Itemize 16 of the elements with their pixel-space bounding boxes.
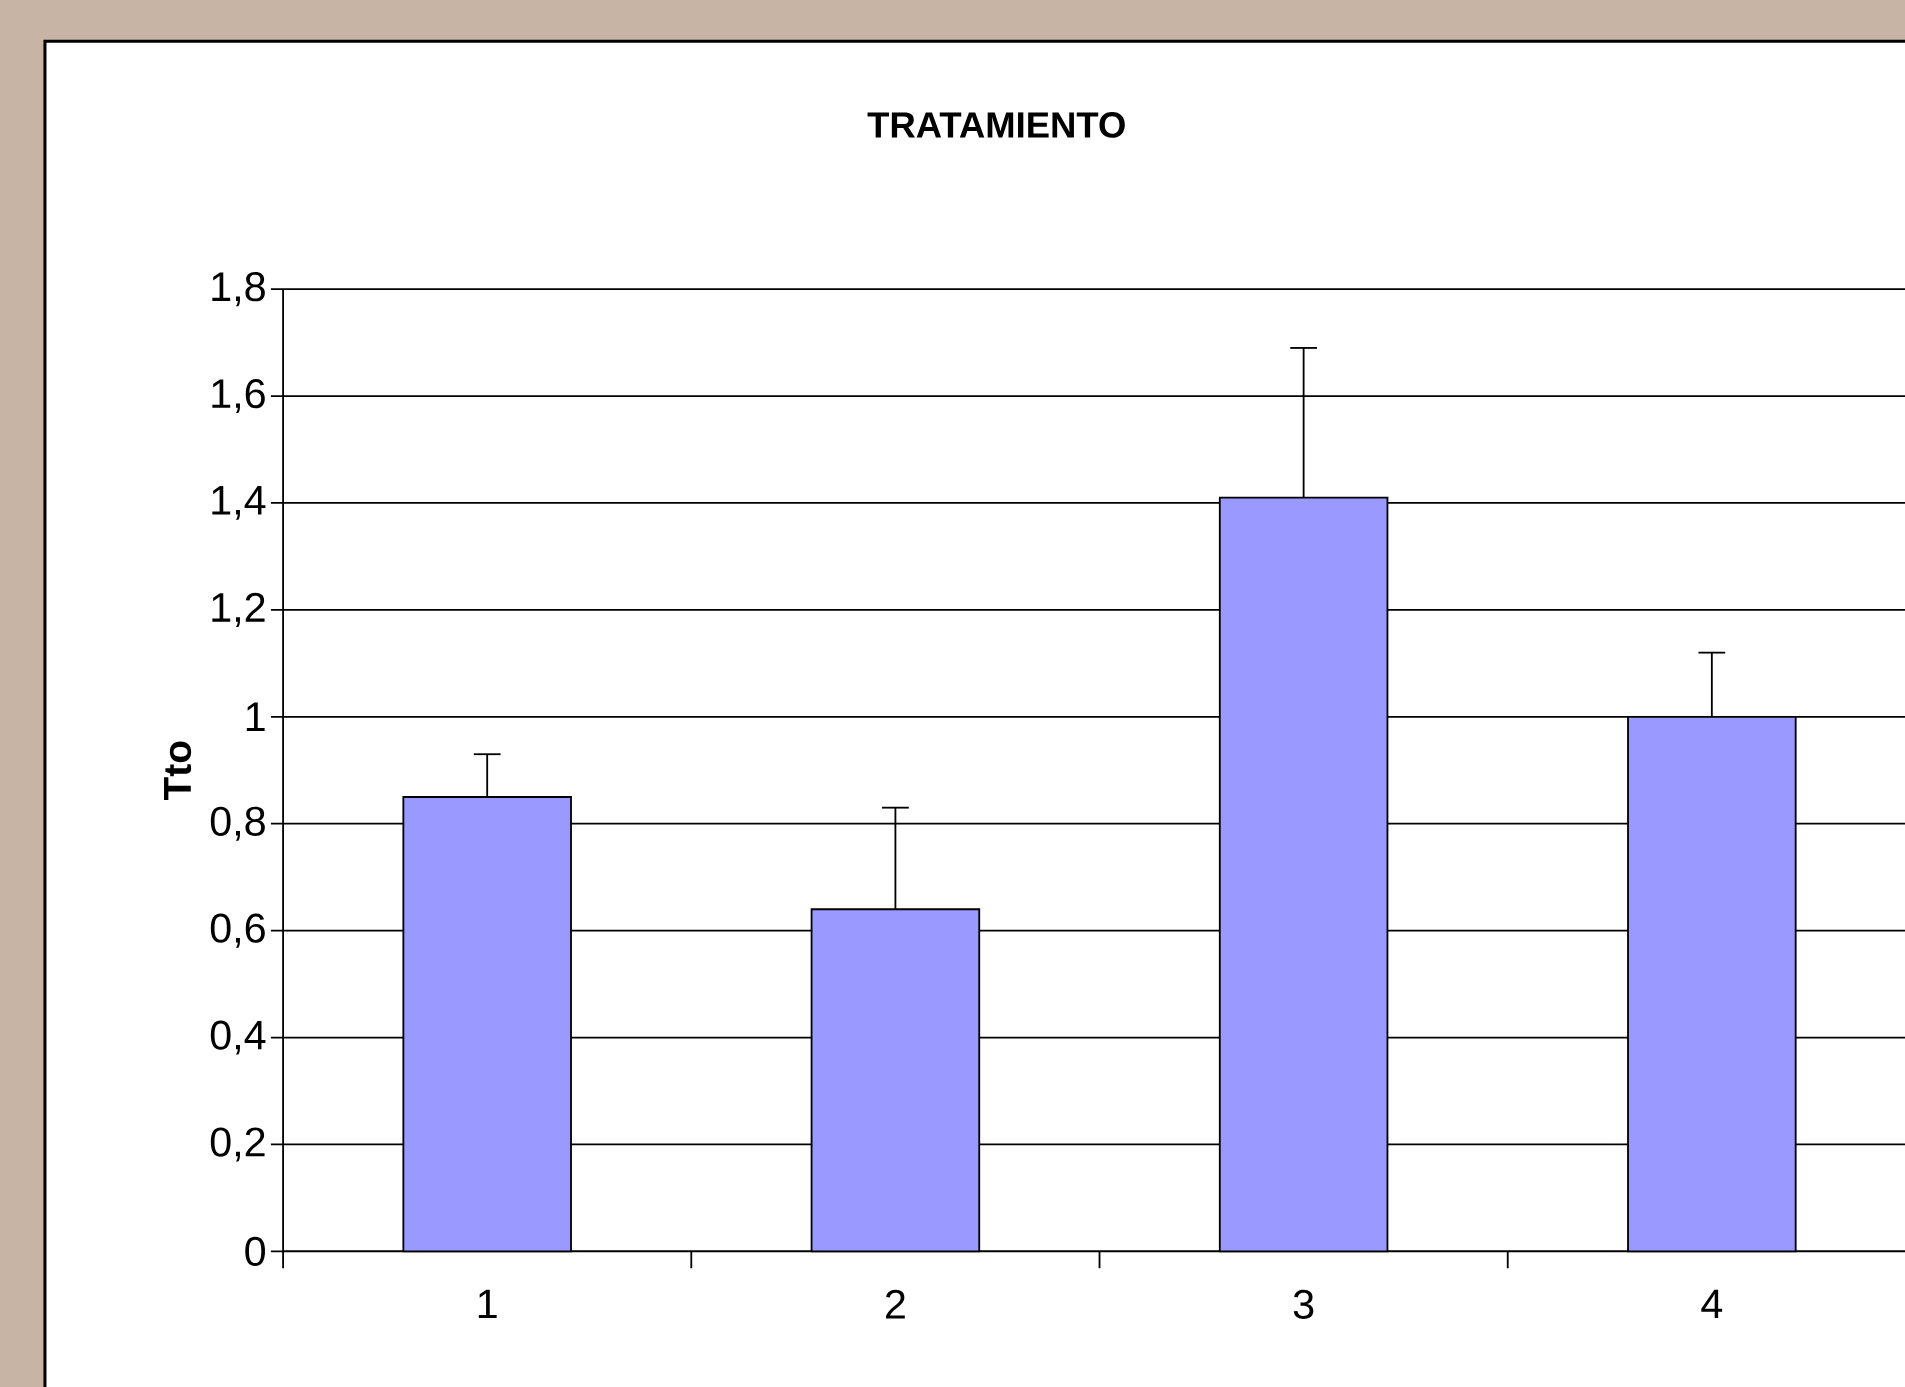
y-tick-label: 0: [245, 1236, 266, 1266]
chart-title: TRATAMIENTO: [867, 111, 1125, 138]
y-tick-label: 0,8: [210, 806, 265, 841]
y-tick-label: 0,4: [210, 1020, 266, 1055]
y-tick-label: 0,6: [210, 913, 265, 948]
y-axis-title: Tto: [164, 741, 192, 800]
y-tick-label: 1,2: [212, 592, 265, 627]
y-tick-label: 1,4: [212, 485, 266, 520]
x-tick-label: 4: [1701, 1289, 1723, 1318]
x-tick-label: 3: [1293, 1289, 1314, 1319]
y-tick-label: 0,2: [210, 1127, 265, 1162]
y-tick-label: 1,8: [212, 271, 265, 306]
x-tick-label: 2: [886, 1289, 905, 1319]
y-tick-label: 1,6: [212, 378, 265, 413]
y-tick-label: 1: [246, 702, 265, 731]
x-tick-label: 1: [478, 1289, 497, 1318]
